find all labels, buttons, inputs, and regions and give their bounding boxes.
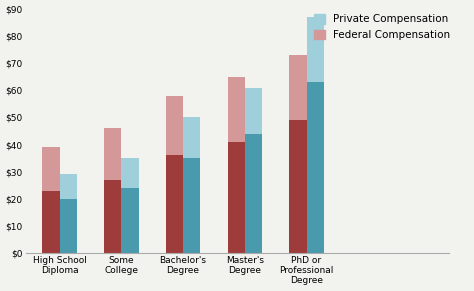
Bar [104, 128, 121, 180]
Bar [183, 117, 201, 158]
Bar [307, 82, 324, 253]
Bar [60, 199, 77, 253]
Bar [289, 55, 307, 120]
Bar [166, 96, 183, 155]
Legend: Private Compensation, Federal Compensation: Private Compensation, Federal Compensati… [314, 14, 450, 40]
Bar [307, 17, 324, 82]
Bar [245, 134, 262, 253]
Bar [60, 174, 77, 199]
Bar [183, 158, 201, 253]
Bar [121, 158, 138, 188]
Bar [42, 147, 60, 191]
Bar [121, 188, 138, 253]
Bar [245, 88, 262, 134]
Bar [228, 77, 245, 142]
Bar [42, 191, 60, 253]
Bar [228, 142, 245, 253]
Bar [289, 120, 307, 253]
Bar [104, 180, 121, 253]
Bar [166, 155, 183, 253]
